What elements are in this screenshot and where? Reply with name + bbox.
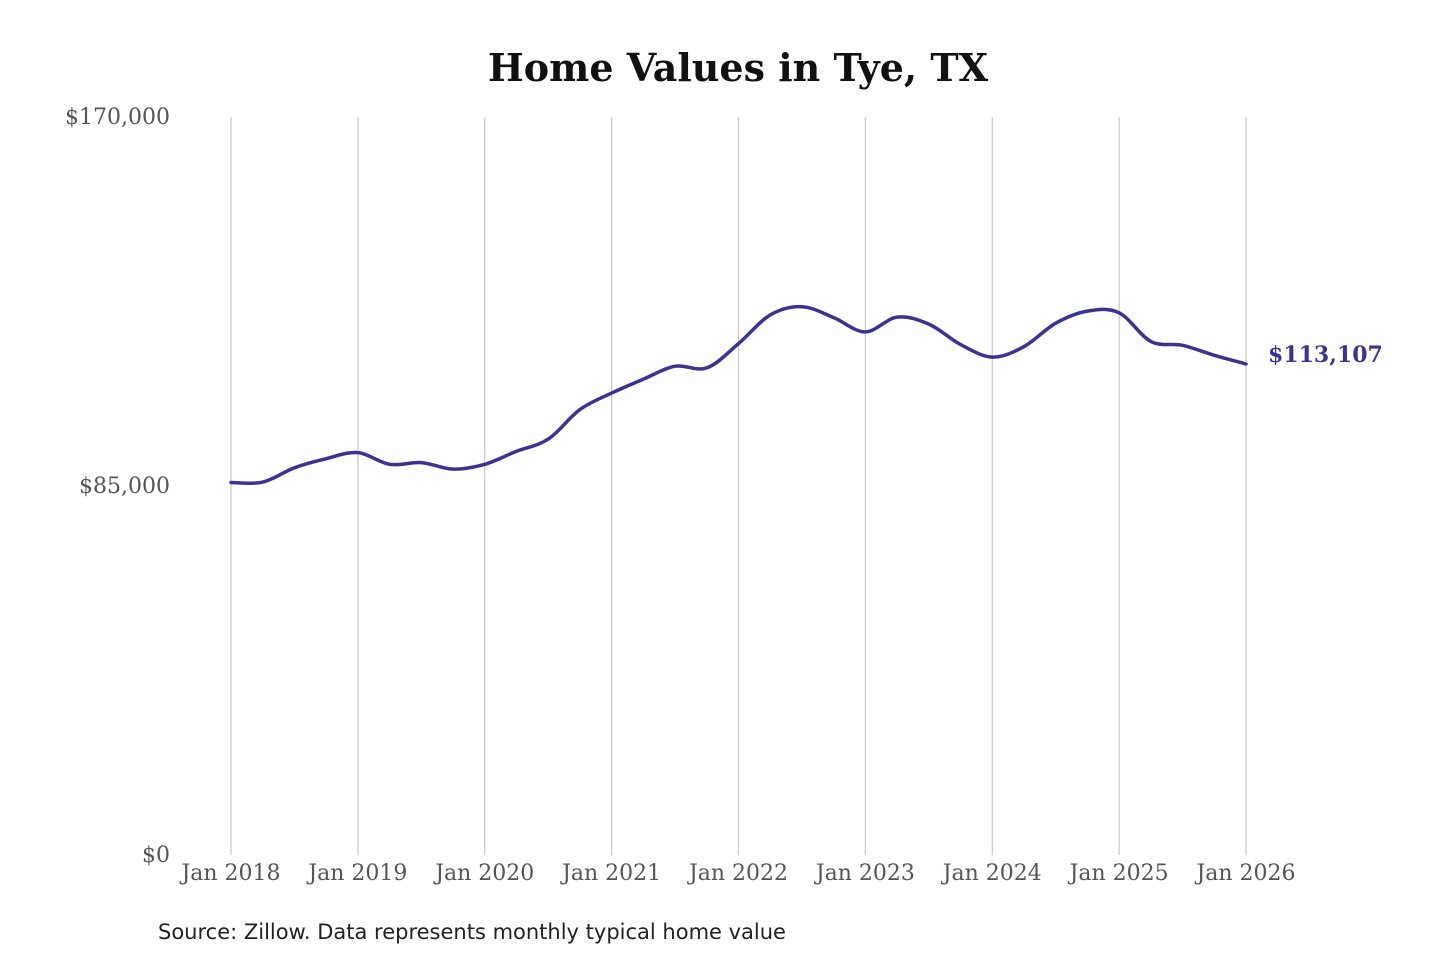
- vertical-gridlines: [230, 117, 1247, 855]
- end-value-label: $113,107: [1268, 342, 1383, 368]
- x-tick-label: Jan 2023: [814, 861, 915, 886]
- y-tick-label: $170,000: [65, 105, 170, 130]
- x-tick-label: Jan 2022: [687, 861, 788, 886]
- x-tick-label: Jan 2026: [1194, 861, 1295, 886]
- y-axis-ticks: $0 $85,000 $170,000: [65, 105, 170, 868]
- x-tick-label: Jan 2024: [941, 861, 1042, 886]
- y-tick-label: $85,000: [79, 474, 170, 499]
- x-tick-label: Jan 2018: [179, 861, 280, 886]
- x-tick-label: Jan 2021: [560, 861, 661, 886]
- x-tick-label: Jan 2025: [1068, 861, 1169, 886]
- x-tick-label: Jan 2019: [306, 861, 407, 886]
- x-axis-ticks: Jan 2018 Jan 2019 Jan 2020 Jan 2021 Jan 2022…: [179, 861, 1295, 886]
- source-note: Source: Zillow. Data represents monthly …: [158, 920, 786, 944]
- series-line: [229, 304, 1248, 486]
- y-tick-label: $0: [142, 843, 170, 868]
- chart-title: Home Values in Tye, TX: [488, 45, 989, 90]
- x-tick-label: Jan 2020: [433, 861, 534, 886]
